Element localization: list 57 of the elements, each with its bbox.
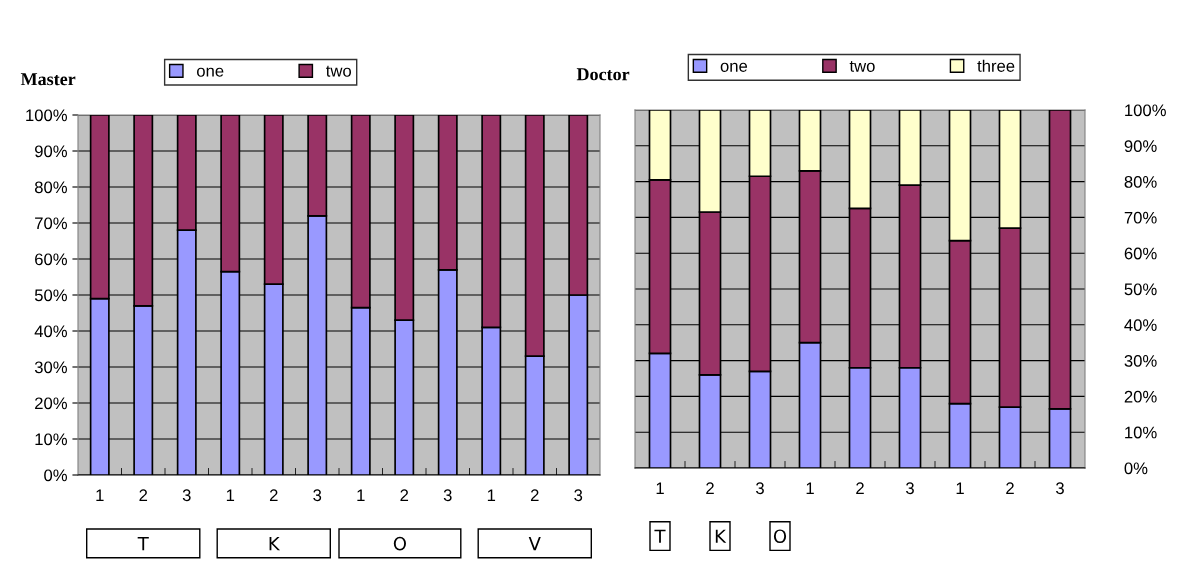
y-tick-label: 60% (1124, 247, 1157, 260)
y-tick-label: 70% (1124, 211, 1157, 224)
y-tick-label: 70% (35, 217, 67, 230)
chart-title: Master (20, 73, 76, 86)
y-tick-label: 60% (35, 253, 67, 266)
y-tick-label: 50% (34, 289, 67, 302)
chart-title: Doctor (576, 68, 630, 81)
x-tick-label: 2 (269, 489, 278, 501)
text: T (654, 529, 666, 543)
text: K (269, 537, 281, 551)
x-tick-label: 1 (656, 482, 664, 494)
y-tick-label: 0% (1124, 462, 1148, 475)
x-tick-label: 1 (487, 489, 496, 501)
x-tick-label: 3 (313, 489, 322, 502)
text: O (393, 536, 406, 551)
x-tick-label: 1 (357, 489, 365, 501)
legend-label: one (720, 62, 748, 72)
y-tick-label: 10% (35, 433, 67, 446)
x-tick-label: 3 (1056, 482, 1064, 495)
x-tick-label: 3 (756, 482, 764, 495)
x-tick-label: 1 (806, 482, 814, 494)
x-tick-label: 2 (530, 489, 539, 501)
x-tick-label: 2 (706, 482, 714, 494)
x-tick-label: 3 (443, 489, 452, 502)
x-tick-label: 1 (956, 482, 964, 494)
x-tick-label: 2 (139, 489, 148, 501)
text: O (773, 529, 787, 544)
legend-label: two (849, 60, 875, 72)
y-tick-label: 100% (26, 109, 67, 122)
y-tick-label: 80% (34, 181, 67, 194)
y-tick-label: 40% (1124, 319, 1157, 331)
x-tick-label: 1 (226, 489, 235, 501)
text: K (715, 529, 727, 543)
y-tick-label: 30% (1124, 355, 1157, 367)
legend-label: one (197, 67, 224, 77)
y-tick-label: 10% (1125, 426, 1157, 439)
y-tick-label: 50% (1124, 283, 1157, 296)
y-tick-label: 40% (34, 325, 67, 338)
x-tick-label: 2 (400, 489, 409, 501)
y-tick-label: 20% (1124, 390, 1157, 403)
y-tick-label: 30% (34, 361, 67, 374)
legend-label: three (977, 59, 1015, 72)
y-tick-label: 100% (1125, 104, 1166, 117)
x-tick-label: 3 (182, 489, 191, 502)
x-tick-label: 3 (574, 489, 583, 502)
x-tick-label: 1 (96, 489, 104, 501)
x-tick-label: 3 (906, 482, 914, 495)
legend-label: two (326, 65, 352, 77)
x-tick-label: 2 (856, 482, 864, 494)
y-tick-label: 90% (35, 145, 67, 158)
y-tick-label: 80% (1124, 176, 1157, 188)
x-tick-label: 2 (1006, 482, 1014, 494)
y-tick-label: 20% (35, 397, 67, 410)
text: V (528, 537, 541, 551)
y-tick-label: 90% (1124, 140, 1157, 152)
y-tick-label: 0% (44, 469, 67, 482)
text: T (137, 537, 149, 551)
